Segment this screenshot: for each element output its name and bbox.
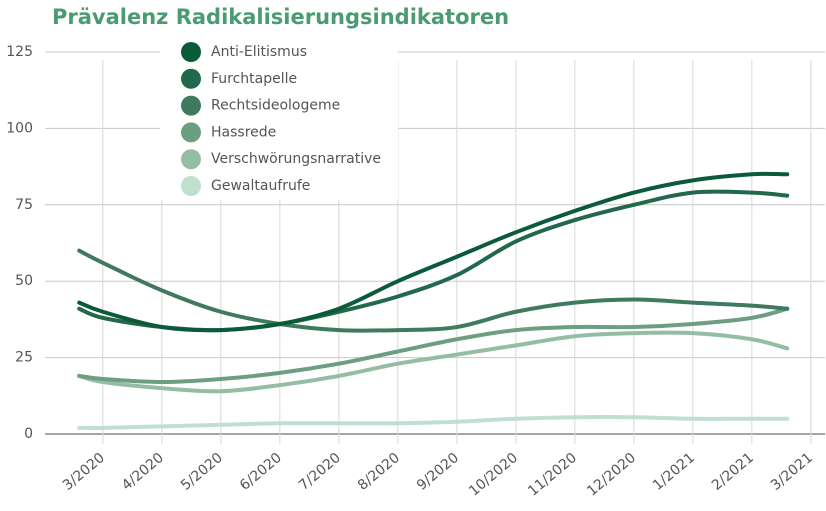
x-tick-label: 3/2021 (768, 450, 816, 494)
legend-label: Gewaltaufrufe (211, 178, 310, 194)
x-tick-label: 1/2021 (650, 450, 698, 494)
legend-label: Anti-Elitismus (211, 44, 307, 60)
y-tick-label: 25 (15, 350, 33, 366)
legend-swatch (181, 68, 201, 89)
y-tick-label: 125 (6, 44, 33, 60)
x-tick-label: 7/2020 (296, 450, 344, 494)
x-tick-label: 6/2020 (237, 450, 285, 494)
y-tick-label: 75 (15, 197, 33, 213)
series-line (77, 189, 790, 333)
legend-label: Rechtsideologeme (211, 98, 340, 114)
x-tick-label: 8/2020 (355, 450, 403, 494)
y-tick-label: 50 (15, 273, 33, 289)
legend-swatch (181, 149, 201, 170)
legend-label: Furchtapelle (211, 71, 297, 87)
x-tick-label: 9/2020 (414, 450, 462, 494)
x-tick-label: 2/2021 (709, 450, 757, 494)
series-line (77, 171, 790, 333)
series-line (77, 248, 790, 333)
y-tick-label: 0 (24, 426, 33, 442)
series-line (77, 330, 790, 394)
legend-label: Hassrede (211, 124, 276, 140)
legend-label: Verschwörungsnarrative (211, 151, 381, 167)
series-line (77, 415, 790, 431)
legend-swatch (181, 42, 201, 62)
series-line (77, 306, 790, 385)
legend-swatch (181, 122, 201, 143)
x-tick-label: 10/2020 (466, 450, 521, 500)
x-tick-label: 12/2020 (584, 450, 639, 500)
x-tick-label: 5/2020 (178, 450, 226, 494)
legend-swatch (181, 176, 201, 196)
x-tick-label: 4/2020 (119, 450, 167, 494)
legend-swatch (181, 95, 201, 116)
x-tick-label: 11/2020 (525, 450, 580, 500)
y-tick-label: 100 (6, 120, 33, 136)
legend-background (160, 38, 398, 200)
x-tick-label: 3/2020 (60, 450, 108, 494)
chart-title: Prävalenz Radikalisierungsindikatoren (52, 5, 509, 29)
